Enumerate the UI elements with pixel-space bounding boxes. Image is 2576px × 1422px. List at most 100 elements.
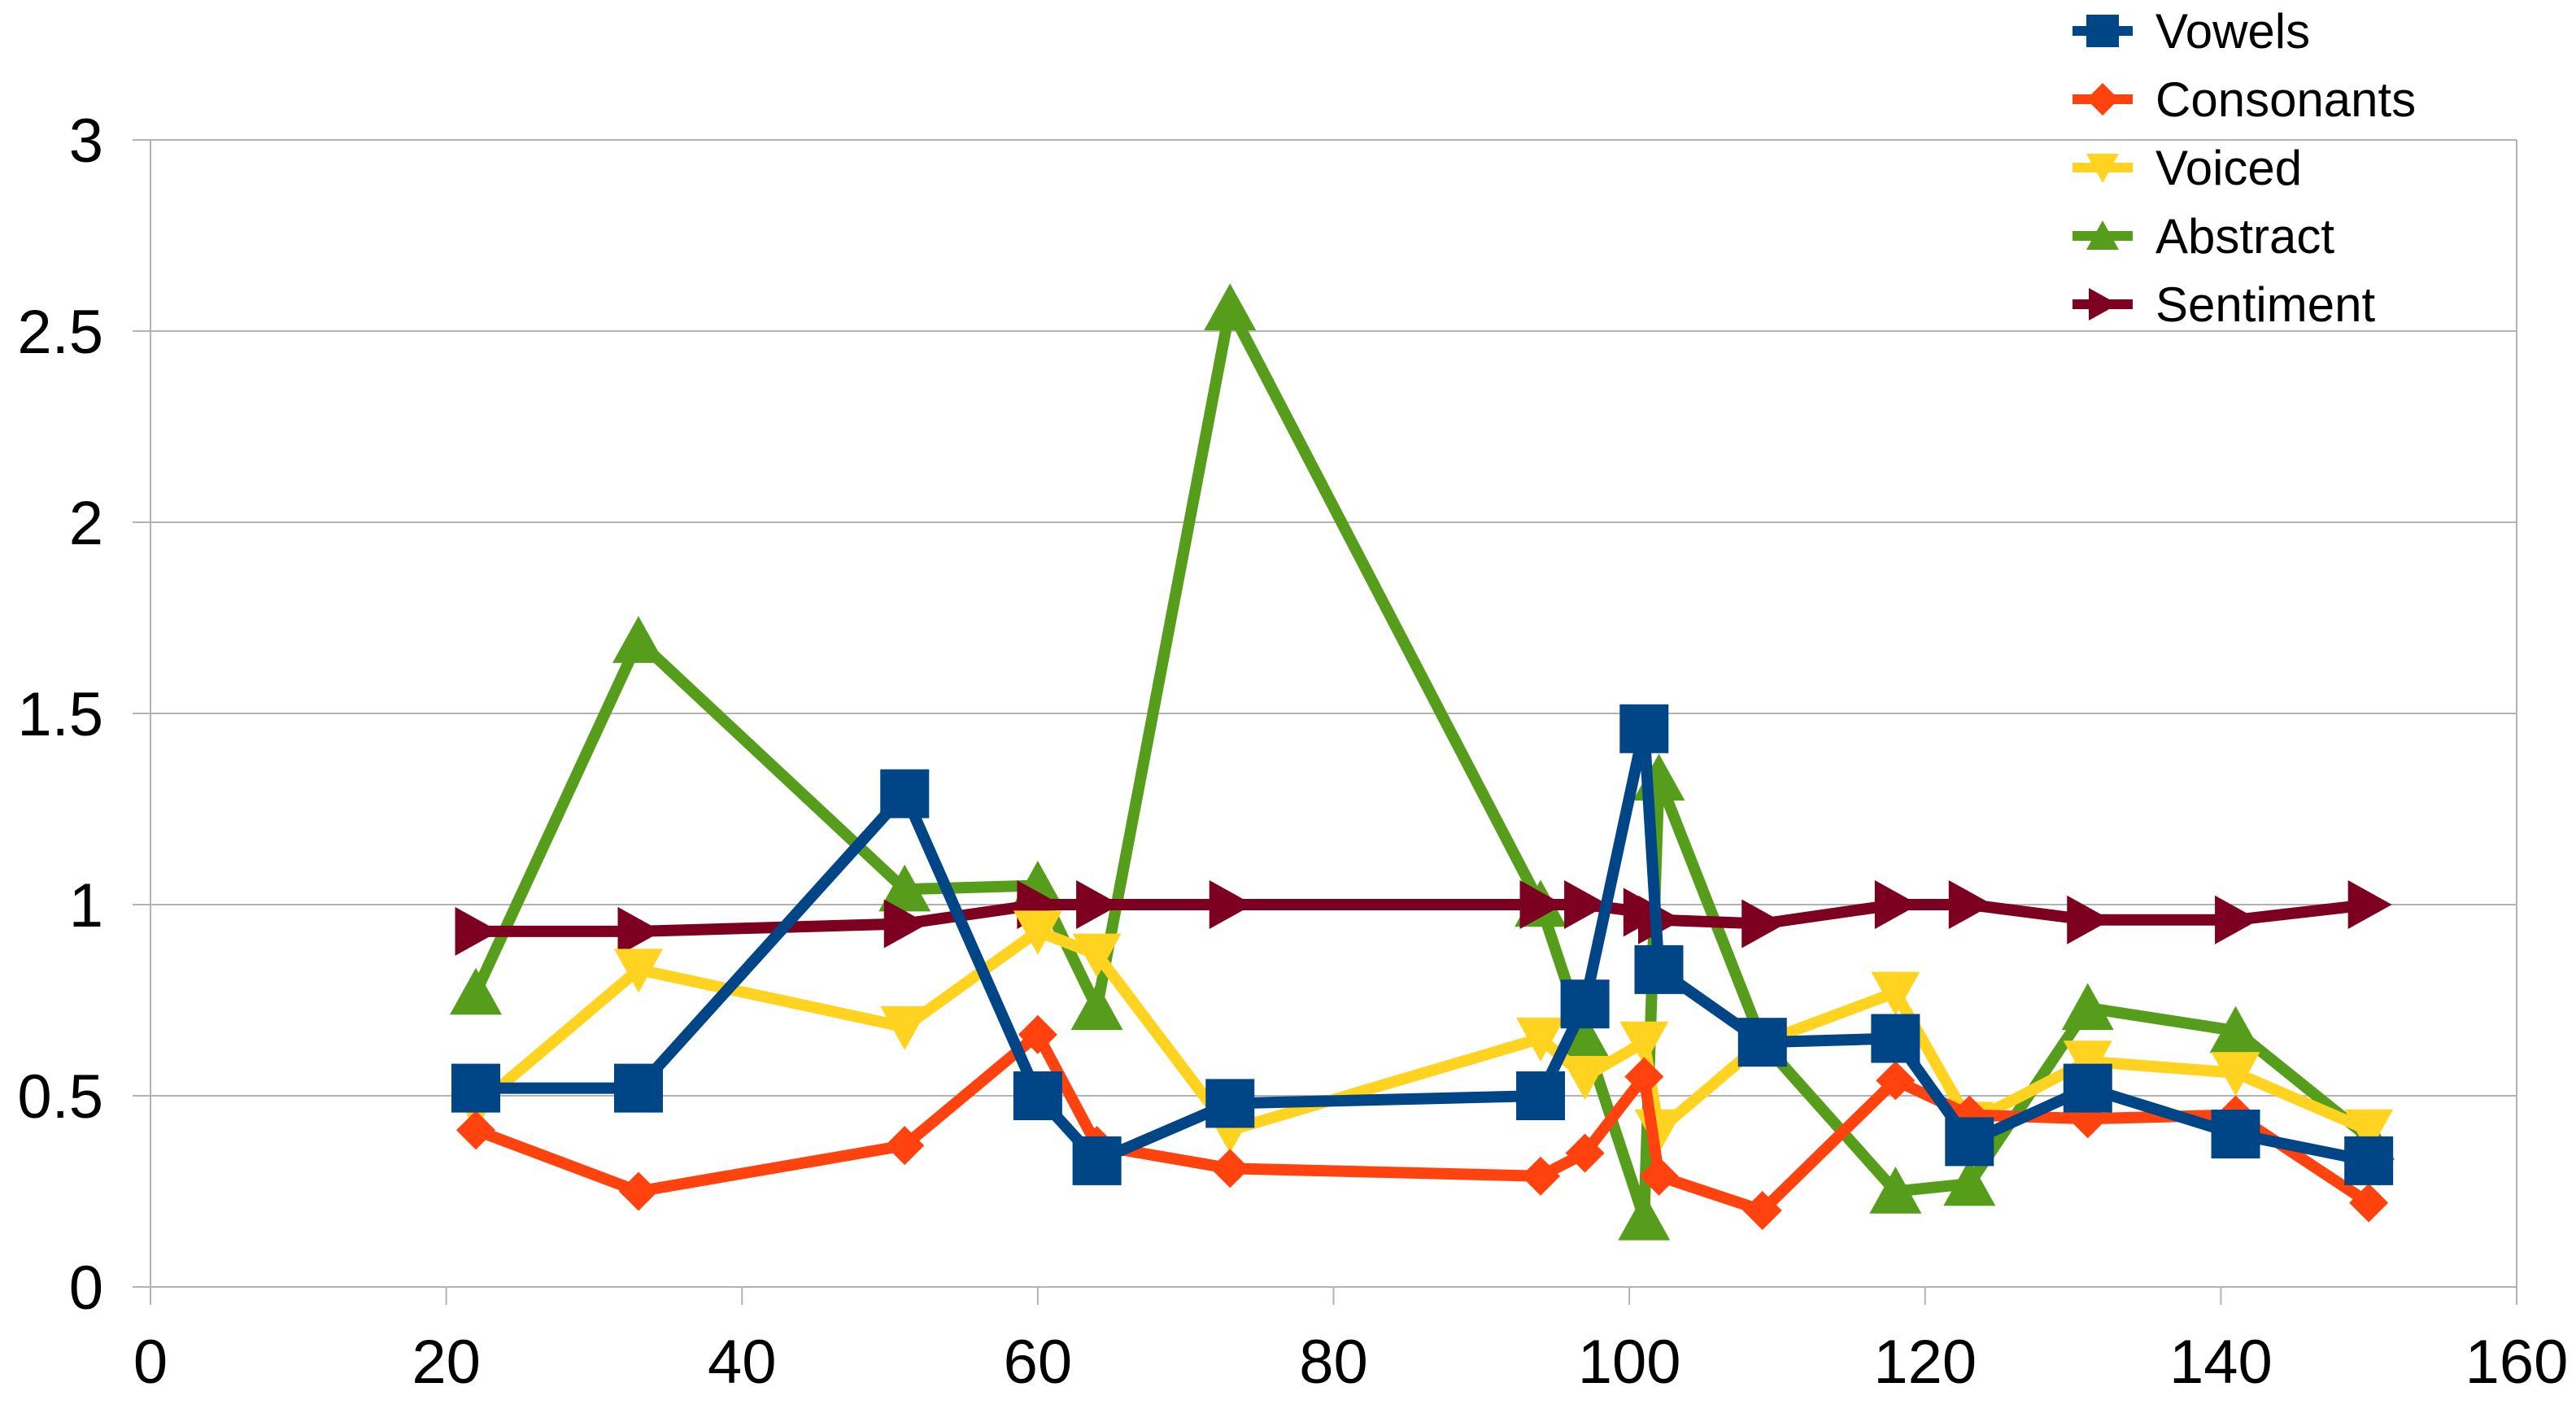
- data-point-consonants: [1565, 1133, 1605, 1173]
- data-point-vowels: [1634, 944, 1684, 994]
- x-tick-label: 60: [1004, 1328, 1073, 1397]
- legend-marker-voiced: [2086, 154, 2119, 183]
- x-tick-label: 160: [2465, 1328, 2569, 1397]
- data-point-voiced: [1871, 971, 1920, 1016]
- data-point-consonants: [1210, 1149, 1250, 1189]
- data-point-vowels: [1619, 704, 1669, 753]
- data-point-sentiment: [617, 906, 662, 956]
- data-point-vowels: [451, 1063, 500, 1113]
- series-line-voiced: [470, 925, 2375, 1136]
- data-point-vowels: [1205, 1079, 1255, 1128]
- data-point-consonants: [1521, 1156, 1561, 1196]
- data-point-voiced: [1619, 1021, 1669, 1066]
- data-point-vowels: [1945, 1117, 1994, 1167]
- data-point-voiced: [1560, 1056, 1610, 1100]
- data-point-abstract: [1869, 1167, 1922, 1214]
- data-point-sentiment: [2215, 895, 2260, 944]
- data-point-voiced: [2211, 1052, 2260, 1097]
- legend-item-voiced: Voiced: [2073, 141, 2302, 195]
- data-point-abstract: [1558, 1014, 1611, 1061]
- data-point-consonants: [2349, 1183, 2389, 1223]
- legend-marker-consonants: [2086, 83, 2119, 116]
- data-point-abstract: [1943, 1158, 1996, 1206]
- data-point-vowels: [1737, 1018, 1787, 1067]
- legend-label-voiced: Voiced: [2155, 141, 2302, 195]
- data-point-voiced: [1516, 1018, 1566, 1062]
- x-tick-label: 120: [1873, 1328, 1977, 1397]
- data-point-voiced: [613, 949, 663, 993]
- legend-item-vowels: Vowels: [2073, 4, 2310, 59]
- plot-area: [449, 283, 2395, 1241]
- data-point-vowels: [1072, 1136, 1122, 1185]
- data-point-sentiment: [1209, 880, 1253, 929]
- data-point-voiced: [1013, 910, 1062, 955]
- data-point-consonants: [1742, 1191, 1782, 1230]
- data-point-abstract: [1204, 283, 1257, 330]
- data-point-vowels: [880, 769, 930, 818]
- data-point-vowels: [613, 1063, 663, 1113]
- data-point-voiced: [880, 1005, 930, 1050]
- data-point-vowels: [1516, 1071, 1566, 1120]
- y-tick-label: 2.5: [17, 298, 103, 367]
- tick-labels: 0 0.5 1 1.5 2 2.5 3 0 20 40 60 80 100 120 140 160: [17, 107, 2568, 1397]
- data-point-sentiment: [1564, 880, 1609, 929]
- data-point-sentiment: [1874, 880, 1919, 929]
- data-point-vowels: [1871, 1014, 1920, 1063]
- data-point-voiced: [2344, 1109, 2394, 1154]
- legend-item-consonants: Consonants: [2073, 72, 2416, 127]
- y-tick-label: 2: [69, 489, 103, 558]
- x-tick-label: 100: [1578, 1328, 1681, 1397]
- legend-item-abstract: Abstract: [2073, 209, 2334, 264]
- x-tick-label: 0: [133, 1328, 168, 1397]
- y-tick-label: 1: [69, 871, 103, 940]
- data-point-sentiment: [1741, 899, 1786, 949]
- data-point-sentiment: [1076, 880, 1121, 929]
- data-point-abstract: [449, 967, 502, 1015]
- x-tick-label: 20: [412, 1328, 481, 1397]
- data-point-vowels: [1560, 979, 1610, 1029]
- data-point-abstract: [878, 864, 931, 912]
- data-point-abstract: [2061, 983, 2114, 1031]
- series-line-vowels: [470, 722, 2375, 1167]
- data-point-vowels: [1013, 1071, 1062, 1120]
- legend-label-vowels: Vowels: [2155, 4, 2310, 59]
- legend-label-consonants: Consonants: [2155, 72, 2416, 127]
- legend: Vowels Consonants Voiced Abstract Sentiment: [2073, 4, 2416, 332]
- y-tick-label: 0: [69, 1254, 103, 1323]
- data-point-consonants: [1876, 1061, 1916, 1101]
- series-vowels: [451, 704, 2394, 1185]
- legend-item-sentiment: Sentiment: [2073, 277, 2375, 332]
- data-point-abstract: [2209, 1005, 2262, 1053]
- data-point-consonants: [618, 1171, 658, 1211]
- data-point-consonants: [1018, 1014, 1057, 1054]
- legend-label-abstract: Abstract: [2155, 209, 2334, 264]
- data-point-vowels: [2063, 1063, 2112, 1113]
- data-point-consonants: [1639, 1156, 1679, 1196]
- data-point-voiced: [1072, 933, 1122, 978]
- legend-label-sentiment: Sentiment: [2155, 277, 2375, 332]
- legend-marker-vowels: [2086, 15, 2119, 47]
- legend-marker-abstract: [2086, 220, 2119, 250]
- series-line-sentiment: [470, 899, 2375, 937]
- x-tick-label: 140: [2169, 1328, 2273, 1397]
- data-point-abstract: [1618, 1193, 1671, 1241]
- y-tick-label: 0.5: [17, 1062, 103, 1132]
- data-point-sentiment: [2347, 880, 2392, 929]
- series-sentiment: [455, 880, 2392, 956]
- data-point-sentiment: [883, 899, 928, 949]
- y-tick-label: 3: [69, 107, 103, 176]
- data-point-consonants: [1624, 1057, 1664, 1097]
- data-point-sentiment: [1519, 880, 1564, 929]
- y-tick-label: 1.5: [17, 680, 103, 749]
- data-point-sentiment: [455, 906, 499, 956]
- data-point-sentiment: [1948, 880, 1993, 929]
- x-tick-label: 40: [708, 1328, 777, 1397]
- axes: [133, 139, 2517, 1305]
- data-point-vowels: [2344, 1136, 2394, 1185]
- data-point-vowels: [2211, 1110, 2260, 1158]
- data-point-voiced: [2063, 1040, 2112, 1085]
- data-point-consonants: [455, 1110, 495, 1150]
- data-point-consonants: [885, 1126, 925, 1166]
- data-point-abstract: [1070, 983, 1123, 1031]
